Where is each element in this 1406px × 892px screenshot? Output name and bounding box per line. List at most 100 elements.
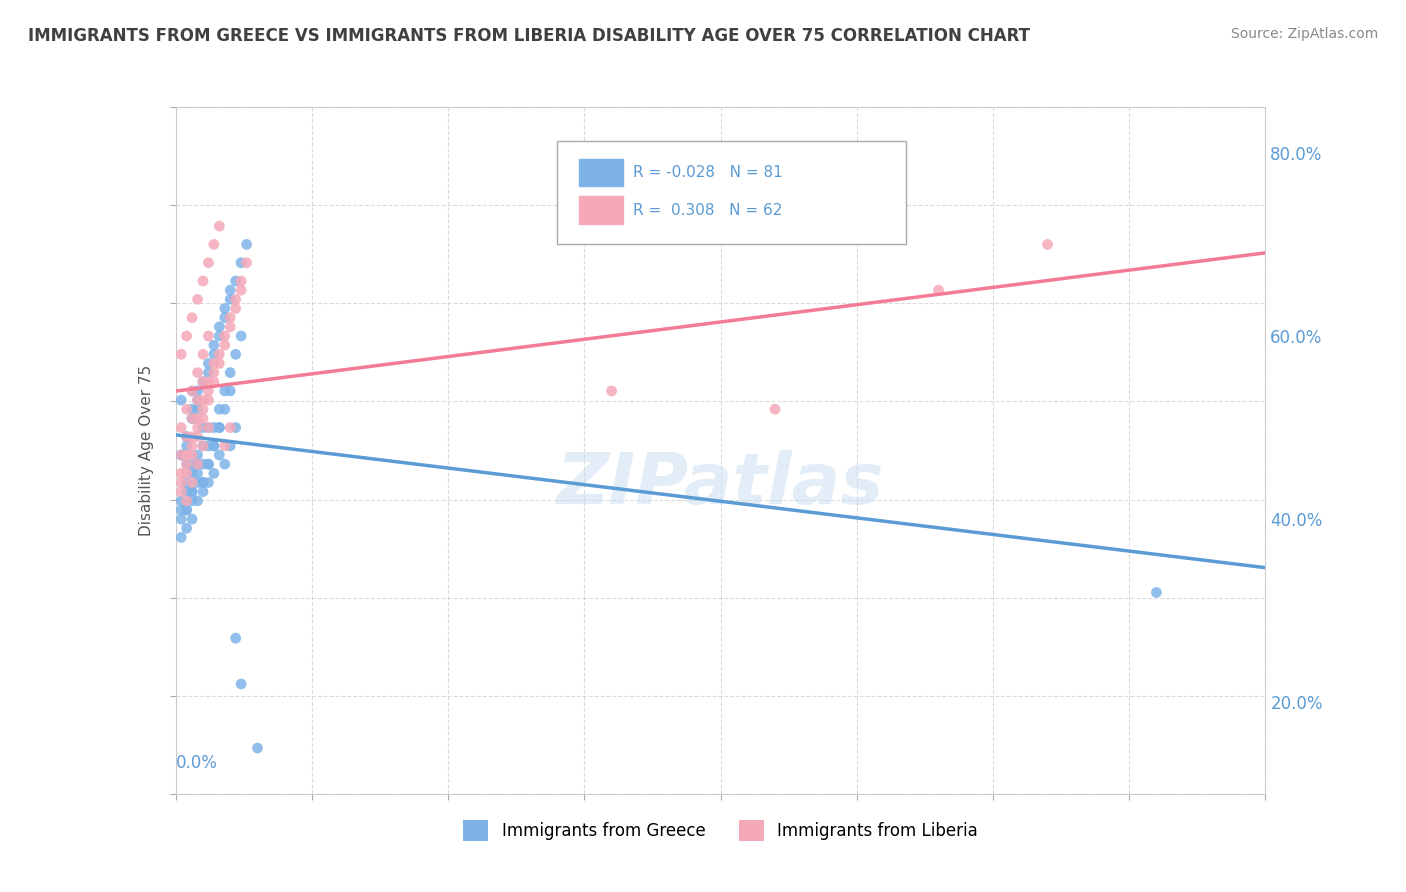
Point — [170, 475, 193, 490]
Point — [191, 475, 214, 490]
Point — [219, 384, 242, 398]
Point — [214, 402, 236, 417]
Text: 0.0%: 0.0% — [176, 754, 218, 772]
Point — [181, 448, 204, 462]
Point — [197, 375, 219, 389]
Point — [202, 237, 225, 252]
FancyBboxPatch shape — [557, 141, 905, 244]
Point — [225, 301, 247, 316]
Point — [231, 677, 253, 691]
Point — [225, 274, 247, 288]
Point — [176, 493, 198, 508]
Point — [208, 347, 231, 361]
Point — [1144, 585, 1167, 599]
Point — [214, 329, 236, 343]
Point — [176, 430, 198, 444]
Point — [176, 402, 198, 417]
Point — [214, 301, 236, 316]
Point — [208, 448, 231, 462]
Point — [208, 420, 231, 434]
Point — [170, 448, 193, 462]
Point — [191, 439, 214, 453]
Point — [181, 430, 204, 444]
Point — [186, 430, 209, 444]
Point — [197, 420, 219, 434]
Point — [214, 384, 236, 398]
Point — [208, 329, 231, 343]
Point — [191, 439, 214, 453]
Point — [176, 484, 198, 499]
Point — [170, 448, 193, 462]
Point — [202, 467, 225, 481]
Point — [246, 741, 269, 756]
Point — [219, 439, 242, 453]
Point — [181, 310, 204, 325]
Point — [191, 375, 214, 389]
Point — [186, 402, 209, 417]
Point — [219, 283, 242, 297]
Point — [186, 493, 209, 508]
Point — [170, 448, 193, 462]
Point — [219, 293, 242, 307]
Point — [181, 484, 204, 499]
Point — [170, 420, 193, 434]
Point — [208, 420, 231, 434]
Point — [170, 531, 193, 545]
Point — [186, 411, 209, 425]
Point — [197, 475, 219, 490]
Point — [214, 457, 236, 471]
Point — [208, 219, 231, 233]
Point — [176, 430, 198, 444]
Point — [225, 293, 247, 307]
Point — [181, 411, 204, 425]
Point — [186, 457, 209, 471]
Point — [181, 384, 204, 398]
Point — [202, 439, 225, 453]
Point — [208, 319, 231, 334]
Point — [176, 448, 198, 462]
Point — [181, 475, 204, 490]
Point — [202, 356, 225, 370]
Point — [763, 402, 786, 417]
Point — [170, 393, 193, 408]
Point — [186, 420, 209, 434]
Point — [197, 457, 219, 471]
Point — [176, 430, 198, 444]
Point — [181, 411, 204, 425]
Point — [197, 329, 219, 343]
Point — [181, 493, 204, 508]
Point — [191, 475, 214, 490]
Point — [208, 356, 231, 370]
Point — [176, 475, 198, 490]
Point — [176, 467, 198, 481]
Point — [170, 484, 193, 499]
Point — [170, 493, 193, 508]
Point — [186, 384, 209, 398]
Point — [181, 457, 204, 471]
Point — [219, 310, 242, 325]
Point — [191, 393, 214, 408]
Point — [176, 457, 198, 471]
Point — [197, 439, 219, 453]
Point — [928, 283, 950, 297]
Point — [202, 366, 225, 380]
Point — [197, 384, 219, 398]
Point — [191, 475, 214, 490]
Point — [181, 411, 204, 425]
Point — [176, 521, 198, 535]
Point — [219, 420, 242, 434]
Point — [197, 366, 219, 380]
Point — [231, 256, 253, 270]
Point — [197, 356, 219, 370]
Point — [214, 310, 236, 325]
Point — [181, 384, 204, 398]
Point — [202, 420, 225, 434]
Point — [202, 338, 225, 352]
Point — [219, 366, 242, 380]
Text: Source: ZipAtlas.com: Source: ZipAtlas.com — [1230, 27, 1378, 41]
Point — [214, 439, 236, 453]
Point — [191, 402, 214, 417]
Point — [176, 457, 198, 471]
Point — [191, 375, 214, 389]
Point — [176, 503, 198, 517]
